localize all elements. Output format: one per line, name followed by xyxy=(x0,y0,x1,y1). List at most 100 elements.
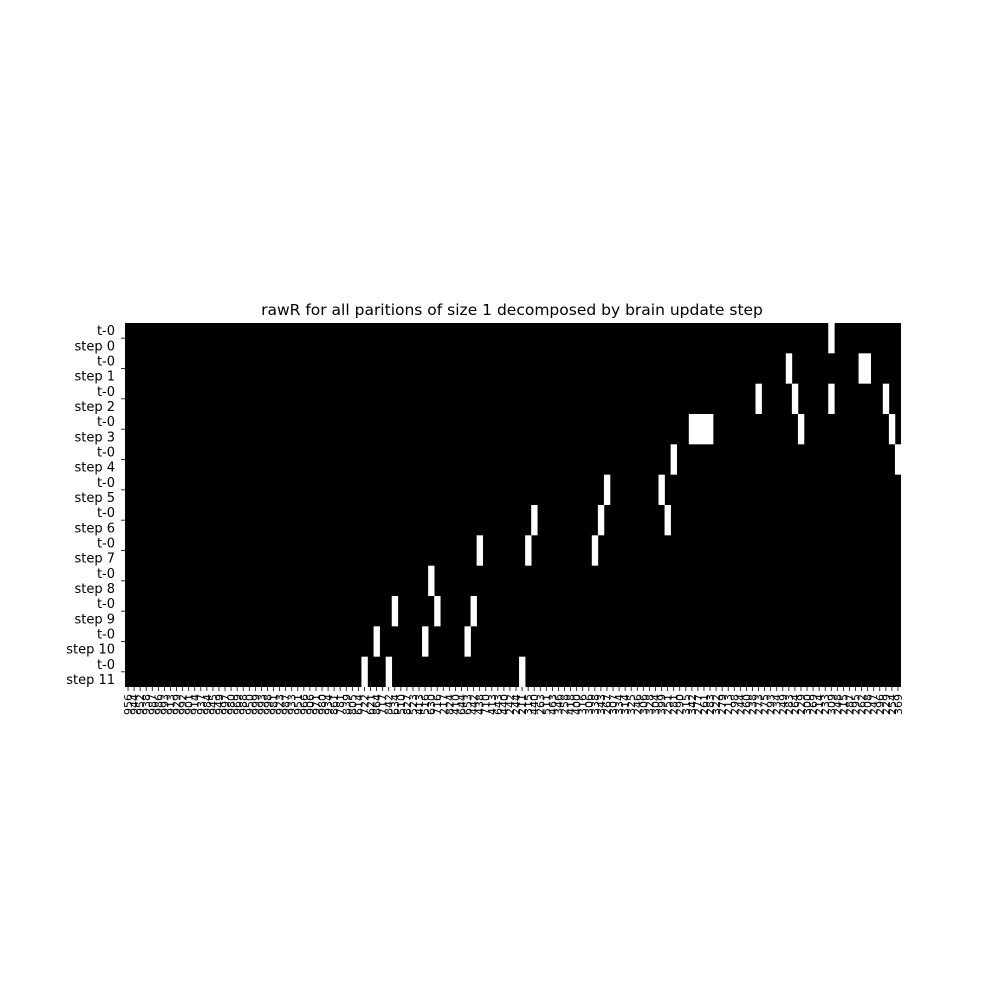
y-tick-label: step 5 xyxy=(74,491,115,506)
x-tick-label: 242 xyxy=(504,694,517,715)
x-tick-label: 969 xyxy=(231,694,244,715)
x-tick-label: 217 xyxy=(437,694,450,715)
x-tick-label: 298 xyxy=(728,694,741,715)
x-tick-label: 440 xyxy=(528,694,541,715)
x-tick-label: 634 xyxy=(389,694,402,715)
x-tick-label: 827 xyxy=(401,694,414,715)
x-tick-label: 951 xyxy=(292,694,305,715)
heatmap-cell xyxy=(785,353,793,384)
x-tick-label: 992 xyxy=(177,694,190,715)
x-tick-label: 986 xyxy=(152,694,165,715)
heatmap-cell xyxy=(688,414,696,445)
y-tick-label: step 3 xyxy=(74,430,115,445)
x-tick-label: 273 xyxy=(753,694,766,715)
heatmap-cells xyxy=(125,323,902,687)
x-tick-label: 523 xyxy=(407,694,420,715)
x-tick-label: 263 xyxy=(534,694,547,715)
x-tick-label: 914 xyxy=(189,694,202,715)
x-tick-label: 296 xyxy=(874,694,887,715)
x-tick-label: 244 xyxy=(734,694,747,715)
x-tick-label: 418 xyxy=(565,694,578,715)
x-tick-label: 993 xyxy=(255,694,268,715)
y-tick-label: t-0 xyxy=(97,354,115,369)
x-tick-label: 399 xyxy=(656,694,669,715)
x-tick-label: 307 xyxy=(607,694,620,715)
x-tick-label: 258 xyxy=(559,694,572,715)
x-tick-label: 510 xyxy=(395,694,408,715)
x-tick-label: 346 xyxy=(552,694,565,715)
heatmap-cell xyxy=(670,444,677,475)
x-tick-label: 343 xyxy=(595,694,608,715)
x-tick-label: 950 xyxy=(243,694,256,715)
x-tick-label: 338 xyxy=(589,694,602,715)
x-tick-label: 283 xyxy=(783,694,796,715)
x-tick-label: 244 xyxy=(510,694,523,715)
x-tick-label: 264 xyxy=(789,694,802,715)
y-tick-label: step 9 xyxy=(74,612,115,627)
heatmap-cell xyxy=(791,383,799,414)
x-tick-label: 287 xyxy=(843,694,856,715)
x-tick-label: 413 xyxy=(486,694,499,715)
x-tick-label: 410 xyxy=(449,694,462,715)
x-tick-label: 269 xyxy=(807,694,820,715)
x-tick-label: 710 xyxy=(480,694,493,715)
x-tick-label: 215 xyxy=(837,694,850,715)
x-tick-label: 322 xyxy=(710,694,723,715)
heatmap-cell xyxy=(428,565,435,596)
x-tick-label: 949 xyxy=(213,694,226,715)
y-tick-label: t-0 xyxy=(97,536,115,551)
x-tick-label: 938 xyxy=(140,694,153,715)
x-tick-label: 781 xyxy=(334,694,347,715)
x-tick-label: 293 xyxy=(765,694,778,715)
x-tick-label: 511 xyxy=(540,694,553,715)
heatmap-cell xyxy=(531,505,538,536)
y-tick-label: t-0 xyxy=(97,385,115,400)
x-tick-label: 281 xyxy=(668,694,681,715)
heatmap-cell xyxy=(707,414,714,445)
y-tick-label: step 8 xyxy=(74,582,115,597)
x-tick-label: 275 xyxy=(759,694,772,715)
heatmap-cell xyxy=(700,414,708,445)
x-tick-label: 277 xyxy=(692,694,705,715)
x-tick-label: 614 xyxy=(352,694,365,715)
x-tick-label: 934 xyxy=(322,694,335,715)
x-tick-label: 246 xyxy=(631,694,644,715)
x-tick-label: 516 xyxy=(419,694,432,715)
x-tick-label: 438 xyxy=(474,694,487,715)
x-tick-label: 254 xyxy=(886,694,899,715)
x-tick-label: 229 xyxy=(880,694,893,715)
x-tick-label: 987 xyxy=(280,694,293,715)
x-tick-label: 842 xyxy=(383,694,396,715)
heatmap-cell xyxy=(373,626,380,657)
heatmap-cell xyxy=(470,596,477,627)
x-tick-label: 993 xyxy=(158,694,171,715)
heatmap-cell xyxy=(603,474,611,505)
x-tick-label: 248 xyxy=(831,694,844,715)
x-tick-label: 290 xyxy=(674,694,687,715)
x-tick-label: 980 xyxy=(316,694,329,715)
heatmap-cell xyxy=(828,383,835,414)
chart-title: rawR for all paritions of size 1 decompo… xyxy=(261,301,763,319)
x-tick-label: 328 xyxy=(643,694,656,715)
x-tick-label: 213 xyxy=(722,694,735,715)
x-tick-label: 261 xyxy=(698,694,711,715)
x-tick-label: 315 xyxy=(680,694,693,715)
x-tick-label: 945 xyxy=(207,694,220,715)
x-tick-label: 824 xyxy=(443,694,456,715)
x-tick-label: 306 xyxy=(583,694,596,715)
heatmap-cell xyxy=(391,596,399,627)
x-tick-label: 325 xyxy=(625,694,638,715)
y-tick-label: step 11 xyxy=(66,673,115,688)
heatmap-background xyxy=(125,323,901,687)
x-tick-label: 901 xyxy=(183,694,196,715)
x-tick-label: 315 xyxy=(522,694,535,715)
x-tick-label: 861 xyxy=(328,694,341,715)
heatmap-cell xyxy=(434,596,441,627)
y-tick-label: t-0 xyxy=(97,597,115,612)
x-tick-label: 716 xyxy=(431,694,444,715)
x-tick-label: 980 xyxy=(225,694,238,715)
y-tick-label: t-0 xyxy=(97,627,115,642)
